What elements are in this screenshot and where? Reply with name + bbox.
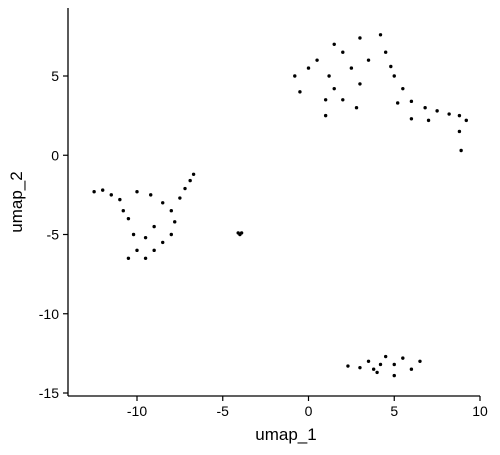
- scatter-point: [239, 231, 244, 235]
- scatter-point: [366, 359, 371, 363]
- scatter-point: [298, 90, 302, 94]
- scatter-point: [126, 256, 131, 260]
- scatter-point: [354, 106, 359, 110]
- scatter-point: [332, 86, 336, 91]
- y-tick-label: -10: [39, 306, 59, 322]
- scatter-point: [327, 74, 331, 78]
- y-ticks-layer: -15 -10 -5 0 5: [39, 68, 68, 401]
- y-axis-label: umap_2: [7, 171, 26, 232]
- scatter-point: [109, 193, 113, 197]
- scatter-point: [346, 364, 350, 368]
- y-tick-label: -15: [39, 385, 59, 401]
- scatter-point: [418, 359, 422, 363]
- scatter-point: [383, 50, 388, 54]
- scatter-point: [457, 113, 462, 118]
- axes-layer: [67, 8, 480, 397]
- scatter-point: [149, 193, 153, 197]
- scatter-point: [401, 86, 405, 91]
- x-tick-label: -10: [127, 403, 147, 419]
- scatter-point: [457, 129, 462, 134]
- scatter-point: [358, 36, 362, 40]
- scatter-point: [395, 101, 400, 105]
- scatter-point: [378, 362, 383, 367]
- x-tick-label: 5: [390, 403, 398, 419]
- scatter-point: [392, 373, 396, 378]
- scatter-point: [409, 367, 414, 371]
- scatter-point: [358, 82, 362, 86]
- points-layer: [92, 33, 468, 378]
- scatter-point: [191, 172, 196, 176]
- scatter-point: [459, 148, 463, 153]
- scatter-point: [383, 354, 388, 359]
- scatter-point: [178, 196, 182, 200]
- scatter-point: [435, 109, 439, 113]
- x-ticks-layer: -10 -5 0 5 10: [127, 396, 488, 419]
- scatter-point: [118, 197, 122, 202]
- scatter-point: [152, 248, 156, 253]
- scatter-point: [131, 232, 136, 237]
- scatter-point: [378, 33, 383, 37]
- scatter-point: [323, 113, 328, 118]
- scatter-point: [306, 66, 311, 70]
- scatter-point: [371, 367, 376, 371]
- x-tick-label: -5: [217, 403, 230, 419]
- scatter-point: [121, 209, 125, 213]
- scatter-point: [341, 50, 345, 54]
- scatter-point: [349, 66, 354, 70]
- x-tick-label: 0: [305, 403, 313, 419]
- scatter-point: [341, 98, 345, 102]
- scatter-point: [143, 235, 148, 240]
- scatter-point: [183, 186, 187, 191]
- scatter-point: [169, 232, 173, 237]
- scatter-point: [464, 118, 468, 123]
- scatter-point: [332, 42, 336, 46]
- scatter-point: [401, 356, 405, 360]
- scatter-point: [92, 190, 96, 194]
- scatter-point: [293, 74, 297, 78]
- scatter-point: [126, 216, 131, 221]
- scatter-point: [161, 201, 165, 205]
- scatter-point: [135, 248, 139, 253]
- y-tick-label: 0: [51, 147, 59, 163]
- scatter-point: [392, 362, 396, 367]
- scatter-point: [188, 178, 192, 183]
- scatter-point: [409, 117, 414, 121]
- y-tick-label: -5: [47, 227, 60, 243]
- scatter-point: [323, 98, 328, 102]
- scatter-point: [161, 240, 165, 245]
- x-tick-label: 10: [472, 403, 488, 419]
- scatter-point: [392, 74, 396, 78]
- scatter-point: [426, 118, 431, 123]
- scatter-point: [135, 190, 139, 194]
- scatter-point: [375, 370, 379, 375]
- scatter-point: [143, 256, 148, 260]
- scatter-point: [447, 112, 451, 116]
- scatter-point: [389, 64, 393, 69]
- scatter-point: [423, 106, 427, 110]
- scatter-point: [101, 188, 105, 192]
- scatter-point: [409, 99, 414, 104]
- x-axis-label: umap_1: [255, 425, 316, 444]
- scatter-point: [358, 365, 362, 370]
- scatter-point: [173, 220, 177, 224]
- y-tick-label: 5: [51, 68, 59, 84]
- scatter-point: [366, 58, 371, 62]
- scatter-point: [169, 209, 173, 213]
- scatter-point: [315, 58, 319, 62]
- scatter-point: [152, 224, 156, 229]
